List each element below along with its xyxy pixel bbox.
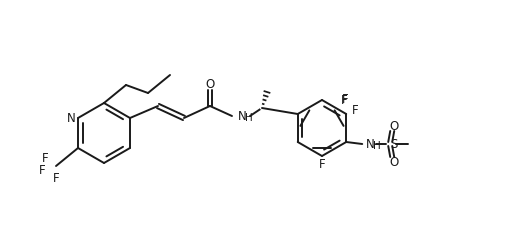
Text: F: F [341, 94, 348, 107]
Text: O: O [389, 119, 399, 133]
Text: F: F [53, 173, 59, 185]
Text: F: F [342, 93, 348, 106]
Text: F: F [318, 158, 325, 170]
Text: O: O [389, 155, 399, 168]
Text: F: F [42, 152, 48, 164]
Text: N: N [238, 109, 247, 122]
Text: N: N [366, 137, 375, 151]
Text: S: S [390, 137, 398, 151]
Text: N: N [67, 112, 76, 125]
Text: F: F [39, 164, 45, 177]
Text: F: F [352, 104, 359, 118]
Text: H: H [373, 141, 381, 151]
Text: H: H [245, 113, 253, 123]
Text: O: O [205, 77, 215, 91]
